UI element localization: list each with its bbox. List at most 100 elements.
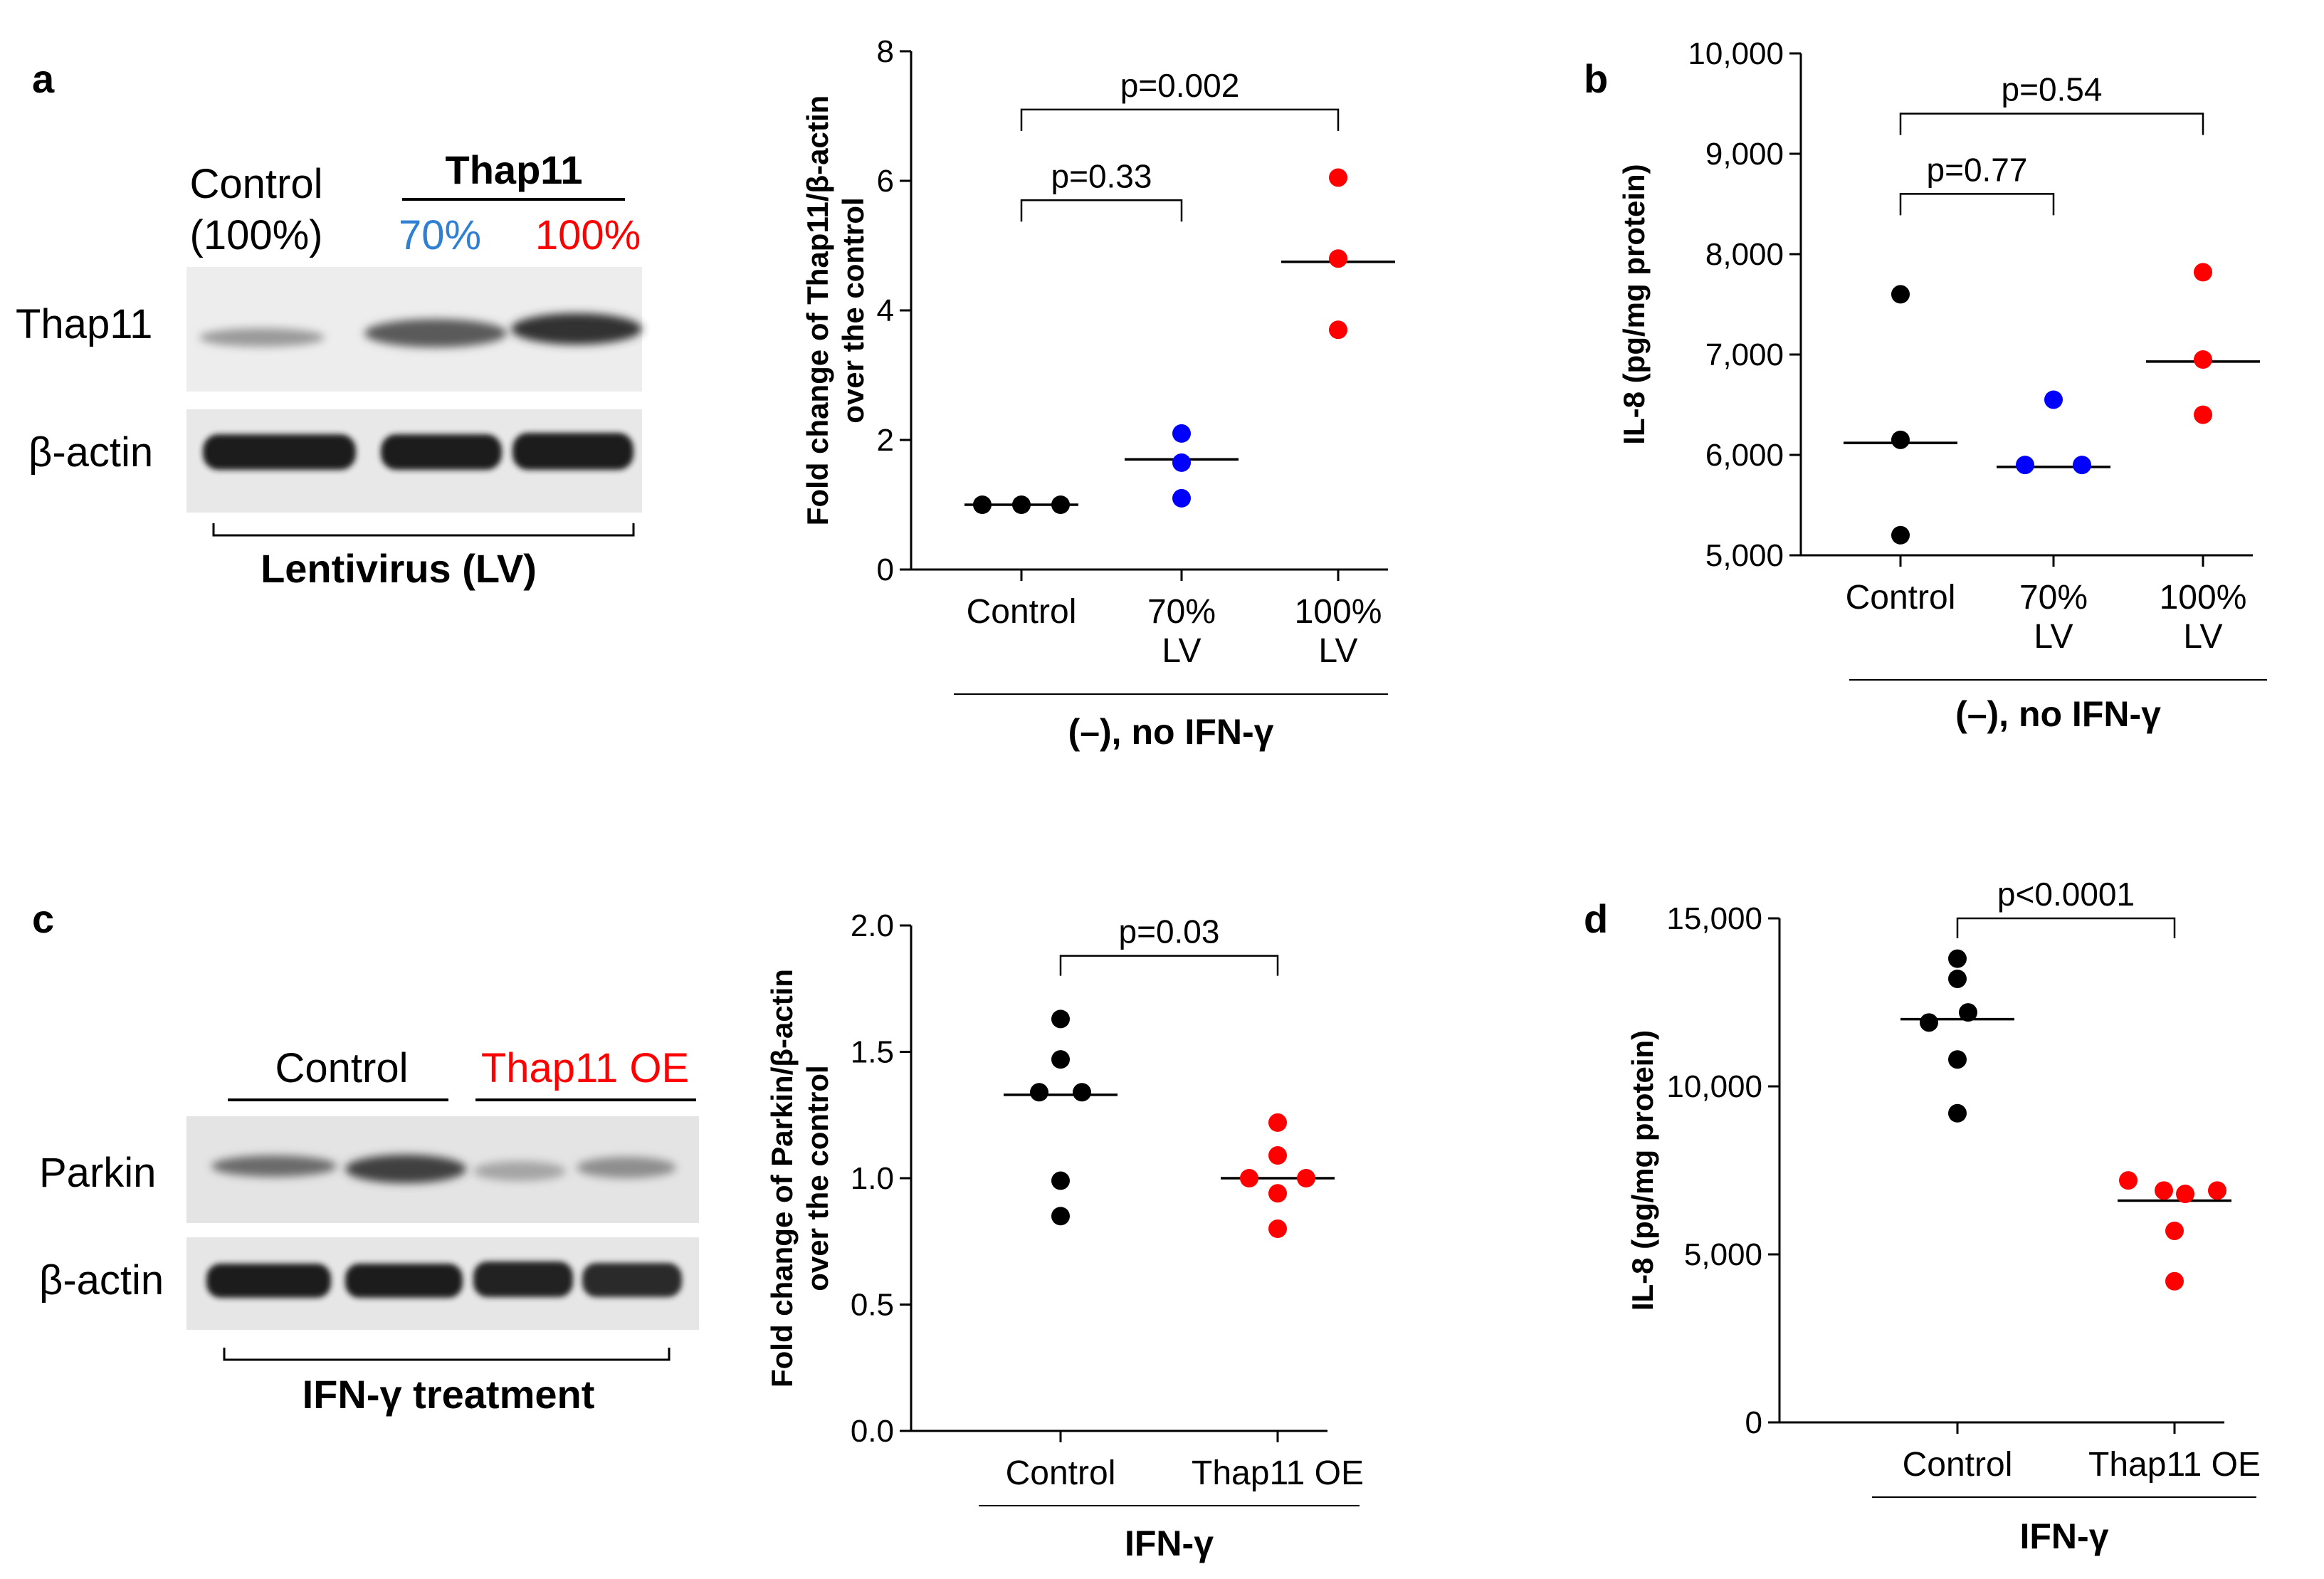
blot-a-control-pct: (100%) — [190, 212, 323, 258]
x-category-label: Control — [1903, 1446, 2013, 1484]
blot-a-70-label: 70% — [399, 212, 481, 258]
data-point — [1268, 1113, 1287, 1132]
data-point — [1012, 495, 1031, 514]
blot-c-band-parkin-3 — [473, 1161, 566, 1181]
x-category-label: 70% — [2019, 579, 2088, 617]
y-tick-label: 1.0 — [851, 1161, 894, 1196]
data-point — [1891, 285, 1910, 304]
x-category-label: LV — [1162, 632, 1201, 670]
y-axis-label: IL-8 (pg/mg protein) — [1626, 1030, 1659, 1311]
data-point — [2176, 1185, 2194, 1204]
blot-c-bracket — [223, 1348, 671, 1361]
significance-bracket — [1899, 193, 2055, 216]
significance-bracket — [1020, 199, 1183, 222]
y-tick-label: 10,000 — [1688, 36, 1784, 71]
y-axis-label-line: over the control — [836, 197, 870, 423]
x-category-label: Control — [1006, 1454, 1116, 1492]
blot-c-bottom-label: IFN-γ treatment — [303, 1372, 595, 1417]
blot-c-row2-label: β-actin — [39, 1257, 164, 1303]
blot-c-band-actin-1 — [206, 1264, 331, 1298]
data-point — [1030, 1083, 1048, 1102]
blot-c-band-parkin-1 — [211, 1155, 337, 1177]
data-point — [2165, 1221, 2184, 1240]
data-point — [2194, 263, 2212, 282]
blot-a-band-thap11-70 — [364, 319, 507, 347]
data-point — [1051, 1009, 1070, 1029]
blot-a-band-actin-1 — [203, 434, 356, 470]
x-category-label: LV — [2183, 618, 2222, 656]
data-point — [2016, 456, 2034, 475]
data-point — [1948, 1103, 1967, 1123]
blot-c-row1-label: Parkin — [39, 1150, 156, 1196]
p-value-label: p=0.002 — [1120, 67, 1240, 104]
western-blot-c: Control Thap11 OE Parkin β-actin IFN-γ t… — [39, 1045, 699, 1417]
group-label: (–), no IFN-γ — [1068, 712, 1274, 752]
y-tick-label: 6,000 — [1705, 438, 1784, 473]
x-category-label: Control — [967, 593, 1077, 631]
data-point — [973, 495, 992, 514]
data-point — [1891, 525, 1910, 545]
x-category-label: 100% — [1295, 593, 1382, 631]
y-axis-label-line: Fold change of Thap11/β-actin — [801, 95, 834, 525]
y-tick-label: 6 — [877, 164, 894, 199]
data-point — [2119, 1171, 2138, 1190]
western-blot-a: Control (100%) Thap11 70% 100% Thap11 β-… — [16, 147, 642, 591]
x-category-label: Thap11 OE — [1192, 1454, 1364, 1492]
blot-c-oe-label: Thap11 OE — [481, 1045, 689, 1091]
blot-a-bottom-label: Lentivirus (LV) — [261, 546, 537, 591]
chart-c-parkin-fold-change: 0.0 0.5 1.0 1.5 2.0 Control Thap11 OE Fold chan… — [765, 908, 1364, 1563]
blot-c-band-actin-3 — [473, 1261, 573, 1297]
blot-c-band-parkin-2 — [345, 1155, 466, 1183]
y-tick-label: 4 — [877, 293, 894, 328]
blot-a-band-thap11-control — [199, 328, 325, 347]
y-tick-label: 7,000 — [1705, 337, 1784, 372]
data-point — [1172, 488, 1191, 508]
x-category-label: LV — [2034, 618, 2073, 656]
group-label: IFN-γ — [1125, 1523, 1214, 1563]
significance-bracket — [1956, 917, 2176, 938]
blot-c-band-actin-4 — [582, 1263, 682, 1297]
panel-label-d: d — [1584, 896, 1608, 941]
y-tick-label: 0 — [877, 552, 894, 587]
data-point — [2165, 1271, 2184, 1291]
y-axis-label: Fold change of Parkin/β-actinover the co… — [765, 969, 834, 1387]
y-tick-label: 2 — [877, 423, 894, 458]
data-point — [1240, 1169, 1258, 1187]
panel-label-c: c — [32, 896, 54, 941]
data-point — [1268, 1219, 1287, 1238]
significance-bracket — [1899, 112, 2204, 135]
data-point — [1329, 168, 1347, 187]
x-category-label: Control — [1846, 579, 1956, 617]
group-label: IFN-γ — [2020, 1516, 2109, 1556]
data-point — [1073, 1083, 1091, 1102]
data-point — [1051, 1171, 1070, 1190]
data-point — [1051, 1050, 1070, 1069]
data-point — [1172, 424, 1191, 443]
panel-label-b: b — [1584, 56, 1608, 101]
p-value-label: p=0.33 — [1051, 157, 1152, 194]
x-category-label: LV — [1318, 632, 1357, 670]
blot-a-band-actin-3 — [512, 433, 633, 470]
y-axis-label: IL-8 (pg/mg protein) — [1617, 164, 1651, 444]
data-point — [1329, 249, 1347, 268]
p-value-label: p=0.54 — [2002, 71, 2103, 108]
data-point — [1297, 1169, 1315, 1187]
y-tick-label: 8,000 — [1705, 237, 1784, 272]
chart-d-il8: 0 5,000 10,000 15,000 Control Thap11 OE IL-8 (… — [1626, 876, 2261, 1556]
data-point — [1051, 495, 1070, 514]
data-point — [1948, 969, 1967, 988]
blot-a-row2-label: β-actin — [28, 429, 153, 476]
y-tick-label: 8 — [877, 34, 894, 69]
blot-a-group-label: Thap11 — [446, 147, 583, 192]
y-tick-label: 5,000 — [1705, 538, 1784, 573]
y-tick-label: 10,000 — [1666, 1069, 1762, 1104]
y-axis-label-line: IL-8 (pg/mg protein) — [1617, 164, 1651, 444]
y-tick-label: 15,000 — [1666, 901, 1762, 936]
x-category-label: 70% — [1147, 593, 1216, 631]
y-tick-label: 1.5 — [851, 1035, 894, 1070]
data-point — [1891, 430, 1910, 449]
y-axis-label: Fold change of Thap11/β-actinover the co… — [801, 95, 870, 525]
blot-a-100-label: 100% — [535, 212, 641, 258]
data-point — [1948, 949, 1967, 968]
